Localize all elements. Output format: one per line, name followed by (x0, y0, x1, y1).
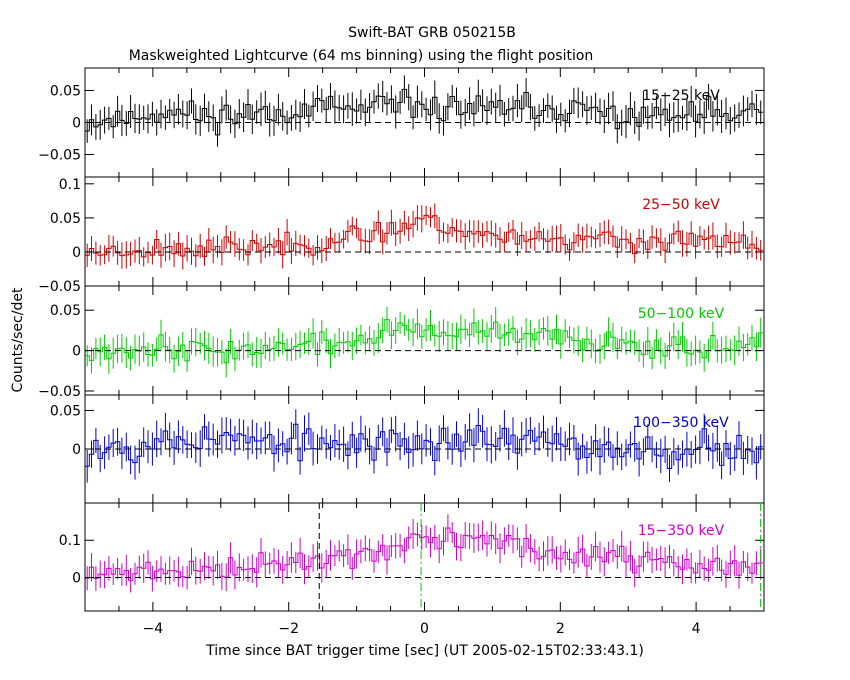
band-label: 15−350 keV (638, 523, 725, 539)
y-axis-label: Counts/sec/det (10, 287, 26, 392)
series-line (85, 319, 763, 364)
panel-1: −0.05 0 0.05 15−25 keV (38, 67, 765, 178)
panel-2: −0.05 0 0.05 0.1 25−50 keV (38, 176, 765, 295)
y-tick-label: 0.05 (50, 83, 81, 99)
band-label: 100−350 keV (633, 415, 729, 431)
panel-5: 0 0.1 15−350 keV (59, 502, 765, 612)
y-tick-label: 0 (72, 116, 81, 132)
y-tick-label: 0.05 (50, 211, 81, 227)
series-line (85, 88, 763, 136)
y-tick-label: −0.05 (38, 148, 81, 164)
y-tick-label: 0 (72, 245, 81, 261)
series-line (85, 423, 763, 469)
band-label: 25−50 keV (642, 197, 720, 213)
panel-frame (84, 285, 765, 396)
y-tick-label: 0 (72, 442, 81, 458)
x-tick-label: −4 (143, 621, 164, 637)
y-tick-label: 0.1 (59, 533, 81, 549)
y-tick-label: 0 (72, 344, 81, 360)
band-label: 15−25 keV (642, 88, 720, 104)
y-tick-label: −0.05 (38, 279, 81, 295)
x-tick-label: −2 (278, 621, 299, 637)
series-line (85, 527, 763, 581)
chart-title: Swift-BAT GRB 050215B (348, 25, 516, 41)
series-line (85, 214, 763, 258)
x-axis-label: Time since BAT trigger time [sec] (UT 20… (205, 643, 644, 659)
band-label: 50−100 keV (638, 306, 725, 322)
panel-frame (84, 176, 765, 287)
panel-frame (84, 502, 765, 612)
chart-subtitle: Maskweighted Lightcurve (64 ms binning) … (129, 48, 594, 64)
y-tick-label: 0.05 (50, 403, 81, 419)
y-tick-label: 0 (72, 570, 81, 586)
x-tick-label: 2 (556, 621, 565, 637)
panel-4: 0 0.05 100−350 keV (50, 394, 765, 504)
panels-group: −0.05 0 0.05 15−25 keV −0.05 0 0.05 0.1 25−50 ke… (38, 67, 765, 637)
y-tick-label: 0.1 (59, 177, 81, 193)
y-tick-label: −0.05 (38, 384, 81, 400)
x-tick-label: 0 (420, 621, 429, 637)
panel-3: −0.05 0 0.05 50−100 keV (38, 285, 765, 400)
y-tick-label: 0.05 (50, 303, 81, 319)
x-tick-label: 4 (692, 621, 701, 637)
